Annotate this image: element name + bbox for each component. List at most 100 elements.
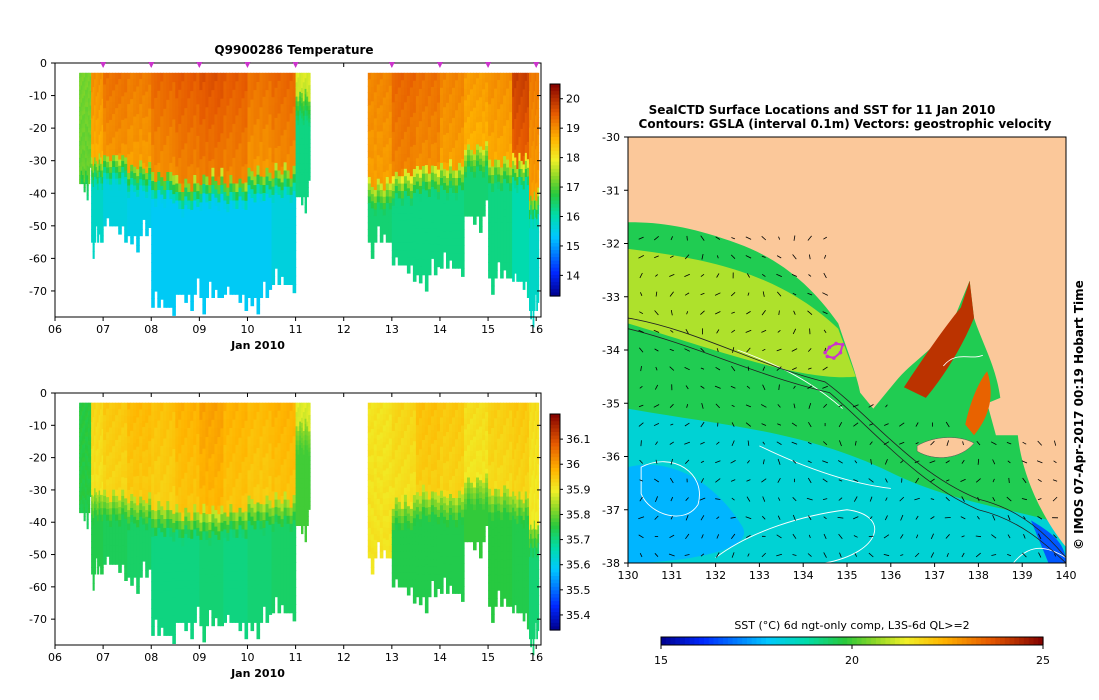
temp-profile-cell bbox=[526, 150, 530, 160]
temp-profile-cell bbox=[235, 98, 239, 108]
temp-profile-cell bbox=[524, 104, 528, 114]
temp-profile-cell bbox=[80, 157, 83, 163]
temp-profile-cell bbox=[118, 128, 122, 136]
sal-profile-cell bbox=[127, 429, 131, 437]
temp-profile-cell bbox=[302, 168, 306, 174]
temp-profile-cell bbox=[452, 132, 456, 141]
temp-profile-cell bbox=[516, 201, 519, 210]
temp-profile-cell bbox=[148, 156, 152, 163]
temp-profile-cell bbox=[277, 268, 282, 277]
sal-profile-cell bbox=[89, 474, 92, 479]
sal-profile-cell bbox=[80, 423, 83, 429]
temp-profile-cell bbox=[479, 189, 483, 197]
temp-profile-cell bbox=[118, 110, 122, 117]
temp-profile-cell bbox=[512, 225, 515, 234]
temp-profile-cell bbox=[516, 144, 519, 154]
temp-profile-cell bbox=[421, 173, 426, 183]
temp-profile-cell bbox=[467, 127, 471, 134]
temp-profile-cell bbox=[446, 140, 450, 149]
temp-profile-cell bbox=[169, 135, 173, 146]
temp-profile-cell bbox=[85, 94, 88, 99]
sal-profile-cell bbox=[88, 499, 91, 505]
temp-profile-cell bbox=[172, 91, 176, 102]
sal-profile-cell bbox=[85, 444, 88, 450]
sal-profile-cell bbox=[133, 416, 137, 424]
temp-colorbar-frame bbox=[549, 83, 561, 297]
sal-profile-cell bbox=[130, 458, 134, 467]
temp-profile-cell bbox=[253, 90, 258, 100]
temp-profile-cell bbox=[163, 262, 167, 272]
temp-profile-cell bbox=[142, 95, 146, 102]
temp-colorbar-swatch bbox=[550, 126, 560, 131]
temp-profile-cell bbox=[308, 114, 311, 119]
temp-profile-cell bbox=[265, 288, 270, 298]
temp-profile-cell bbox=[262, 128, 267, 138]
temp-profile-cell bbox=[91, 150, 94, 158]
sal-profile-cell bbox=[142, 421, 146, 428]
temp-profile-cell bbox=[302, 182, 306, 188]
temp-profile-cell bbox=[397, 198, 402, 207]
temp-profile-cell bbox=[127, 97, 131, 105]
sal-profile-cell bbox=[103, 427, 107, 435]
sal-profile-cell bbox=[94, 534, 97, 542]
temp-profile-cell bbox=[370, 101, 375, 109]
temp-colorbar-swatch bbox=[550, 151, 560, 156]
temp-profile-cell bbox=[190, 136, 194, 147]
temp-profile-cell bbox=[388, 183, 393, 191]
temp-profile-cell bbox=[297, 158, 300, 164]
temp-profile-cell bbox=[130, 178, 134, 186]
sal-profile-cell bbox=[145, 429, 149, 437]
temp-profile-cell bbox=[455, 80, 459, 89]
sal-profile-cell bbox=[100, 508, 103, 516]
temp-profile-cell bbox=[79, 102, 82, 108]
temp-profile-cell bbox=[211, 219, 215, 229]
temp-profile-cell bbox=[94, 105, 97, 113]
sal-profile-cell bbox=[88, 423, 91, 429]
sal-profile-cell bbox=[133, 557, 137, 565]
temp-profile-cell bbox=[500, 128, 504, 137]
temp-profile-cell bbox=[497, 123, 501, 132]
temp-profile-cell bbox=[184, 152, 188, 162]
temp-profile-cell bbox=[367, 85, 372, 93]
temp-profile-cell bbox=[537, 240, 540, 250]
temp-profile-cell bbox=[163, 144, 167, 155]
sal-profile-cell bbox=[154, 452, 158, 462]
temp-profile-cell bbox=[304, 132, 307, 138]
sal-profile-cell bbox=[154, 419, 158, 429]
sal-profile-cell bbox=[127, 523, 131, 531]
sal-profile-cell bbox=[127, 543, 131, 551]
temp-profile-cell bbox=[536, 155, 538, 165]
temp-profile-cell bbox=[391, 183, 396, 192]
temp-profile-cell bbox=[433, 173, 438, 183]
temp-profile-cell bbox=[91, 203, 94, 211]
temp-profile-cell bbox=[277, 146, 282, 155]
temp-profile-cell bbox=[382, 203, 387, 210]
temp-profile-cell bbox=[292, 191, 297, 201]
temp-profile-cell bbox=[229, 81, 233, 91]
temp-profile-cell bbox=[121, 178, 125, 186]
temp-profile-cell bbox=[154, 97, 158, 107]
temp-profile-cell bbox=[118, 79, 122, 86]
sal-profile-cell bbox=[101, 521, 104, 529]
temp-profile-cell bbox=[406, 111, 411, 120]
sal-profile-cell bbox=[157, 402, 161, 413]
temp-profile-cell bbox=[271, 276, 276, 285]
temp-profile-cell bbox=[530, 224, 532, 235]
temp-profile-cell bbox=[367, 163, 372, 171]
temp-profile-cell bbox=[89, 130, 92, 136]
temp-profile-cell bbox=[193, 89, 197, 99]
temp-profile-cell bbox=[458, 95, 462, 104]
temp-profile-cell bbox=[247, 167, 252, 177]
sal-profile-cell bbox=[79, 440, 82, 446]
temp-profile-cell bbox=[400, 235, 405, 244]
sal-profile-cell bbox=[79, 495, 82, 501]
temp-profile-cell bbox=[121, 219, 125, 227]
temp-profile-cell bbox=[208, 225, 212, 234]
sal-profile-cell bbox=[139, 429, 143, 437]
sal-profile-cell bbox=[106, 414, 110, 421]
temp-profile-cell bbox=[409, 168, 414, 177]
temp-profile-cell bbox=[121, 196, 125, 203]
temp-profile-cell bbox=[473, 113, 477, 120]
temp-profile-cell bbox=[524, 249, 528, 258]
temp-profile-cell bbox=[127, 204, 131, 212]
